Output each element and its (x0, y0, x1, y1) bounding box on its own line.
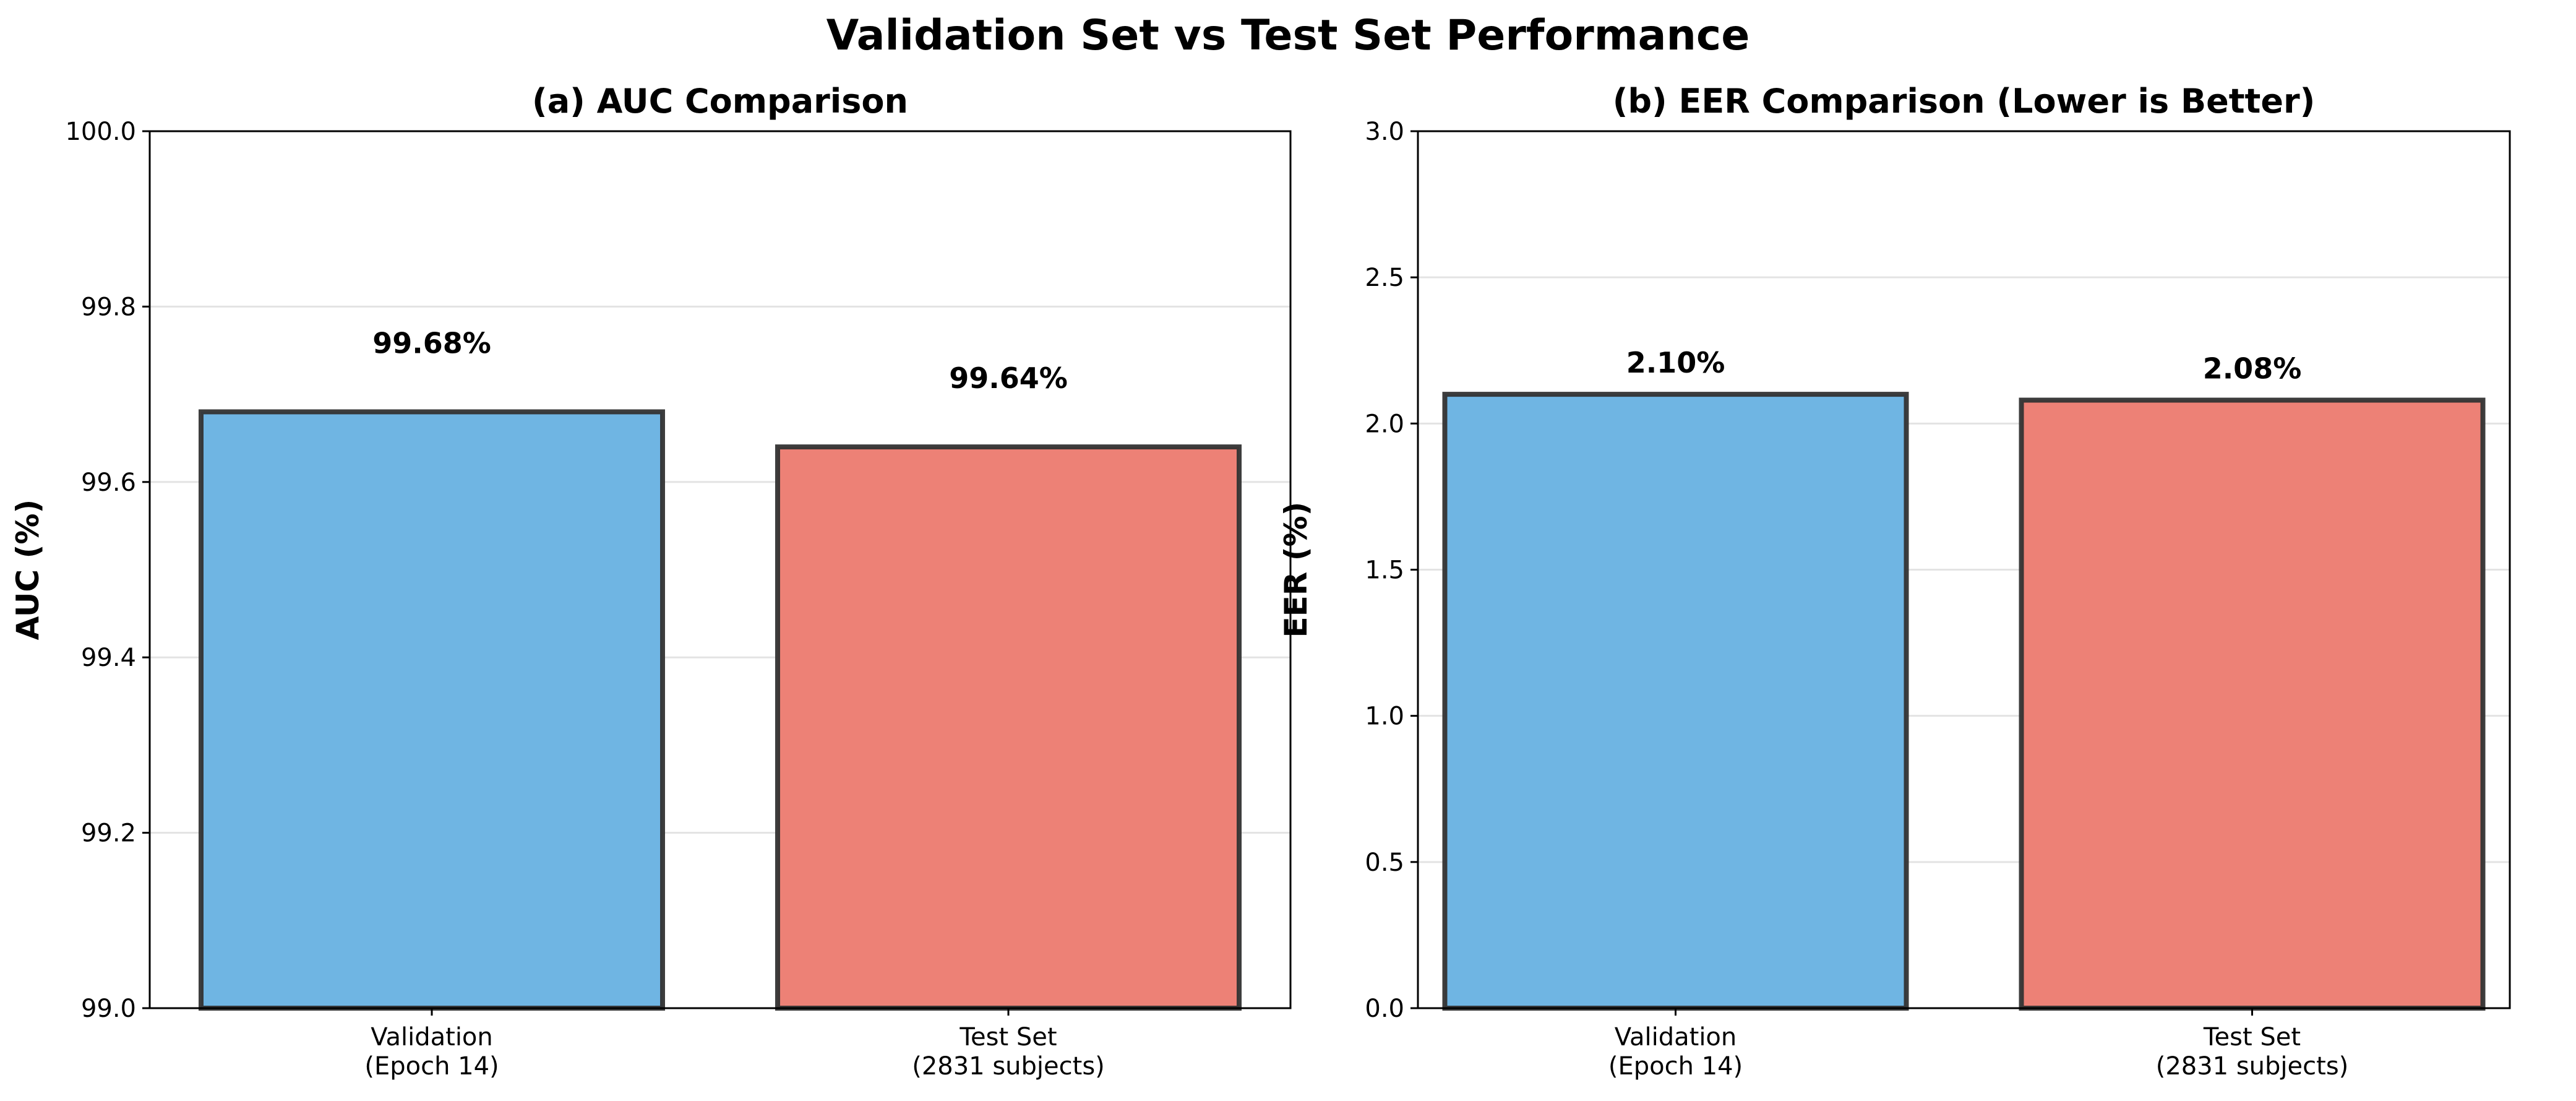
panel-title: (a) AUC Comparison (532, 82, 908, 121)
y-tick-label: 0.5 (1365, 848, 1404, 877)
data-label: 2.10% (1626, 346, 1725, 379)
x-tick-label: Test Set (2831 subjects) (2156, 1023, 2349, 1081)
y-tick-label: 3.0 (1365, 118, 1404, 146)
chart-panels: 99.68% Validation (Epoch 14) 99.64% Test Set… (10, 82, 2511, 1081)
figure-title: Validation Set vs Test Set Performance (826, 11, 1750, 60)
y-axis-label: AUC (%) (10, 499, 46, 641)
y-tick-label: 1.0 (1365, 702, 1404, 731)
y-tick-label: 1.5 (1365, 556, 1404, 585)
y-tick-label: 99.8 (81, 293, 136, 321)
y-tick-label: 99.0 (81, 995, 136, 1023)
y-axis-label: EER (%) (1278, 501, 1314, 637)
y-tick-label: 99.6 (81, 468, 136, 497)
panel-title: (b) EER Comparison (Lower is Better) (1613, 82, 2316, 121)
y-tick-label: 100.0 (65, 118, 136, 146)
data-label: 99.64% (949, 361, 1068, 395)
y-tick-label: 99.2 (81, 819, 136, 848)
y-tick-label: 2.5 (1365, 264, 1404, 292)
data-label: 99.68% (372, 326, 491, 360)
bar-1 (775, 444, 1242, 1011)
chart-panel-0: 99.68% Validation (Epoch 14) 99.64% Test Set… (10, 82, 1292, 1081)
data-label: 2.08% (2203, 352, 2302, 386)
bar-0 (199, 409, 665, 1011)
bar-0 (1442, 392, 1909, 1011)
x-tick-label: Validation (Epoch 14) (1608, 1023, 1743, 1081)
x-tick-label: Validation (Epoch 14) (364, 1023, 499, 1081)
y-tick-label: 2.0 (1365, 410, 1404, 438)
x-tick-label: Test Set (2831 subjects) (912, 1023, 1105, 1081)
plot-frame (148, 130, 1292, 1009)
y-tick-label: 99.4 (81, 644, 136, 672)
bar-1 (2019, 397, 2486, 1011)
chart-panel-1: 2.10% Validation (Epoch 14) 2.08% Test Set (2… (1278, 82, 2511, 1081)
y-tick-label: 0.0 (1365, 995, 1404, 1023)
